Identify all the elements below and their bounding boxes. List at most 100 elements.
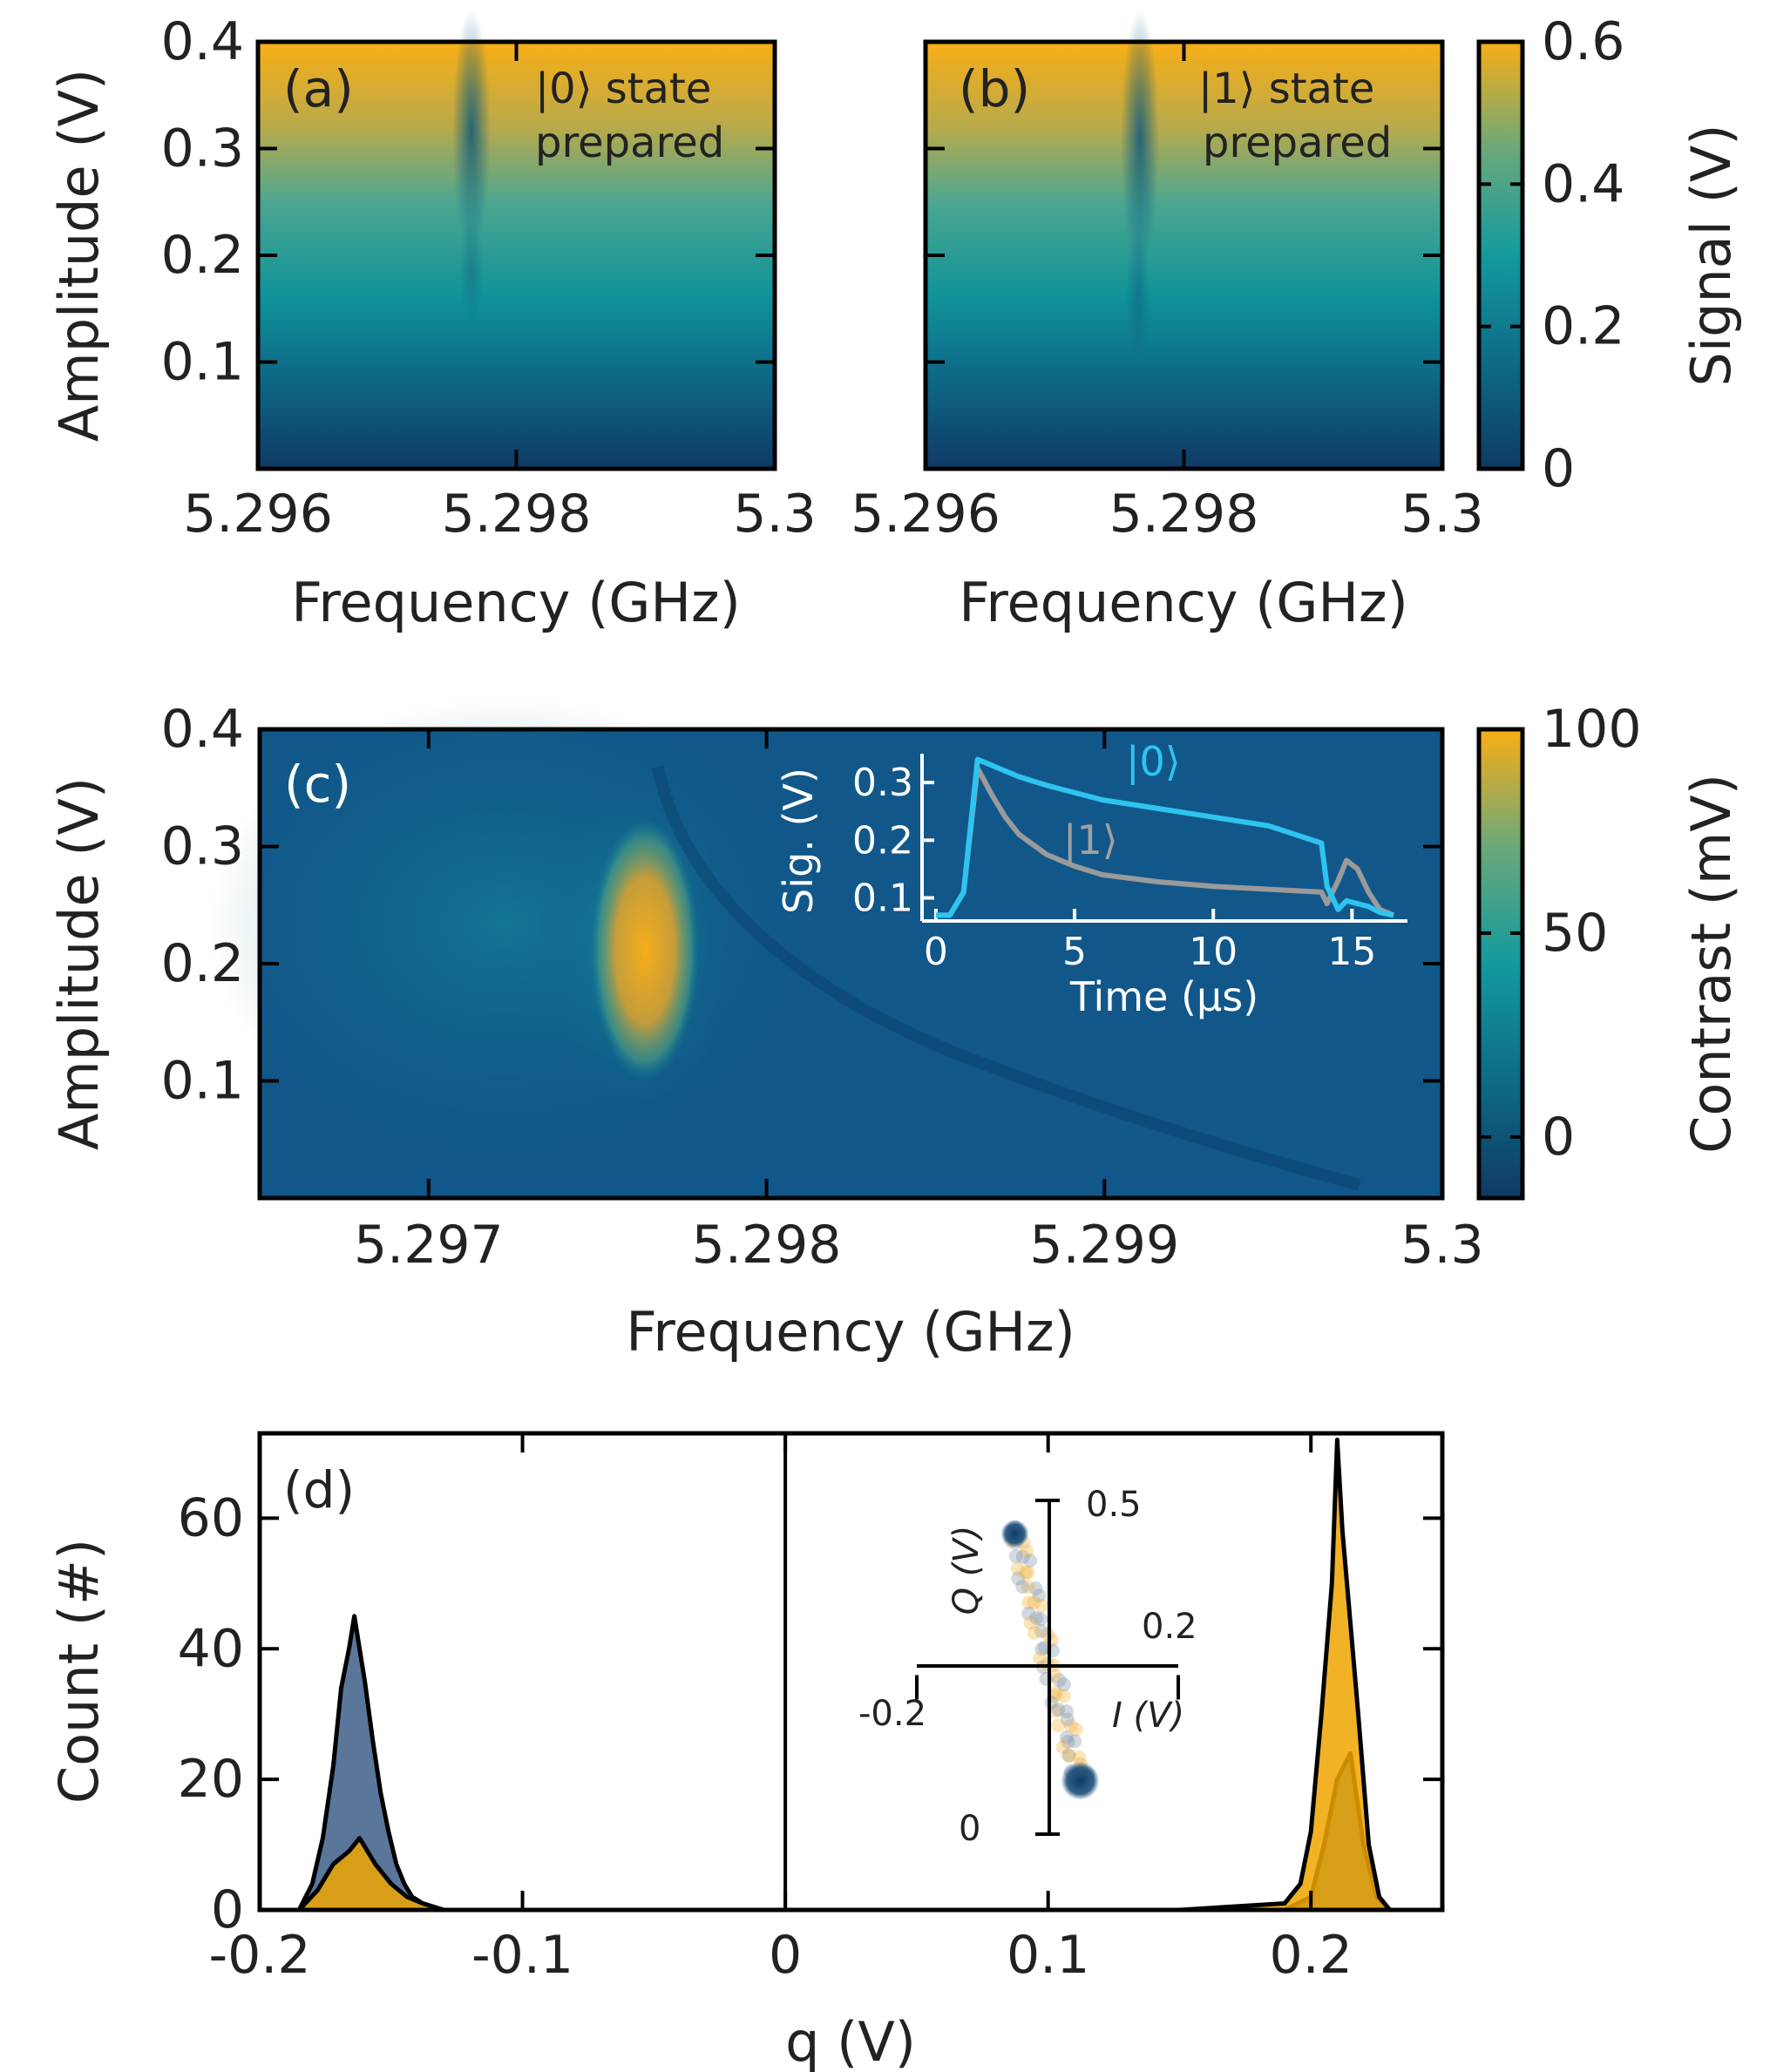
panel-d-inset-xlabel: I (V) <box>1112 1696 1184 1736</box>
panel-d-xtick-label: 0.2 <box>1270 1925 1353 1986</box>
panel-d-inset-trail-point <box>1048 1685 1063 1700</box>
panel-d-label: (d) <box>283 1460 355 1520</box>
panel-a-xtick-label: 5.3 <box>733 484 816 545</box>
panel-d-inset-trail-point <box>1010 1561 1025 1576</box>
panel-b-label: (b) <box>959 59 1030 118</box>
panel-d-inset-trail-point <box>1059 1730 1074 1744</box>
panel-d-inset-trail-point <box>1015 1549 1030 1564</box>
panel-b-annotation-line2: prepared <box>1203 118 1392 167</box>
panel-d-inset-ylabel: Q (V) <box>946 1526 987 1615</box>
panel-d-inset-ytick-max: 0.5 <box>1086 1485 1142 1525</box>
colorbar-tick-label: 0.6 <box>1542 11 1624 72</box>
panel-c-inset-ytick-label: 0.3 <box>852 761 913 805</box>
panel-d-inset-trail-point <box>1023 1554 1038 1568</box>
panel-c-inset-series-1-line <box>935 765 1395 918</box>
panel-c-inset-series1-label: |1⟩ <box>1063 816 1118 864</box>
panel-d-inset-trail-point <box>1068 1734 1082 1749</box>
panel-c-inset: 0 5 10 15 0.1 0.2 0.3 |0⟩ |1⟩ Time (μs) Sig. (… <box>775 738 1407 1020</box>
panel-d-inset-trail-point <box>1027 1595 1041 1609</box>
panel-b: 5.296 5.298 5.3 (b) |1⟩ state prepared Fre… <box>851 9 1484 634</box>
panel-d-inset-trail-point <box>1011 1571 1026 1586</box>
panel-a-annotation-line1: |0⟩ state <box>535 64 711 113</box>
panel-a-ytick-label: 0.4 <box>161 11 244 72</box>
panel-d-inset-trail-point <box>1048 1703 1063 1718</box>
panel-d-inset-cluster-1 <box>1061 1761 1100 1800</box>
panel-d-inset-trail-point <box>1055 1739 1070 1754</box>
colorbar-tick-label: 0 <box>1542 1107 1575 1168</box>
panel-b-resonance-dip-tail <box>1126 231 1150 362</box>
colorbar-signal: 0 0.2 0.4 0.6 Signal (V) <box>1476 11 1743 499</box>
panel-d-inset-xtick-min: -0.2 <box>858 1694 926 1734</box>
panel-d-inset-trail-point <box>1051 1718 1066 1733</box>
panel-b-xtick-label: 5.296 <box>851 484 1000 545</box>
panel-d-xtick-label: -0.1 <box>471 1925 573 1986</box>
panel-d-inset-trail-point <box>1021 1606 1036 1621</box>
panel-d-inset-ytick-min: 0 <box>959 1809 980 1849</box>
panel-c-ytick-label: 0.3 <box>161 816 244 877</box>
colorbar-tick-label: 50 <box>1542 903 1608 964</box>
panel-a-resonance-dip-tail <box>459 218 484 322</box>
panel-d-ylabel: Count (#) <box>47 1539 111 1804</box>
panel-d-ytick-label: 0 <box>211 1879 244 1940</box>
panel-c-inset-ytick-label: 0.2 <box>852 818 913 863</box>
colorbar-signal-frame <box>1476 39 1525 471</box>
colorbar-tick-label: 0.4 <box>1542 153 1624 214</box>
panel-a-label: (a) <box>283 59 354 118</box>
panel-c-inset-series0-label: |0⟩ <box>1126 738 1181 786</box>
panel-d-inset-trail-point <box>1040 1656 1055 1671</box>
panel-d-inset-trail-point <box>1021 1565 1035 1580</box>
panel-d-xtick-label: 0 <box>769 1925 802 1986</box>
panel-a-xlabel: Frequency (GHz) <box>291 571 741 634</box>
panel-c-ytick-label: 0.1 <box>161 1051 244 1112</box>
panel-c-xtick-label: 5.297 <box>354 1215 504 1276</box>
colorbar-signal-gradient <box>1479 42 1522 469</box>
panel-d-frame <box>257 1431 1445 1913</box>
panel-c-inset-ytick-label: 0.1 <box>852 877 913 921</box>
panel-d: 0 20 40 60 -0.2 -0.1 0 0.1 0.2 (d) q (V) Count … <box>47 1431 1445 2072</box>
colorbar-signal-label: Signal (V) <box>1679 125 1743 387</box>
panel-d-inset-trail-point <box>1061 1712 1075 1727</box>
panel-c-inset-xlabel: Time (μs) <box>1069 973 1258 1020</box>
panel-c-xtick-label: 5.299 <box>1029 1215 1179 1276</box>
panel-d-ytick-label: 60 <box>178 1487 244 1548</box>
panel-d-inset-trail-point <box>1056 1677 1071 1692</box>
panel-d-series-0-area <box>296 1614 1393 1913</box>
panel-d-inset-trail-point <box>1023 1615 1038 1630</box>
colorbar-tick-label: 0 <box>1542 438 1575 499</box>
panel-c-ytick-label: 0.2 <box>161 933 244 994</box>
panel-d-series-1-area <box>296 1438 1393 1913</box>
panel-b-xlabel: Frequency (GHz) <box>959 571 1408 634</box>
panel-d-inset-trail-point <box>1008 1549 1023 1564</box>
panel-d-ytick-label: 20 <box>178 1749 244 1810</box>
panel-d-inset-trail-point <box>1034 1612 1048 1627</box>
panel-a-ylabel: Amplitude (V) <box>47 69 111 442</box>
panel-d-inset-trail-point <box>1062 1749 1077 1763</box>
panel-d-inset-cluster-0 <box>1000 1520 1029 1548</box>
panel-d-inset-trail-point <box>1021 1580 1035 1595</box>
panel-b-resonance-dip <box>1121 9 1159 270</box>
panel-d-inset-trail-point <box>1059 1704 1074 1719</box>
panel-d-inset-trail-point <box>1061 1735 1075 1749</box>
panel-d-inset-trail-point <box>1034 1598 1049 1613</box>
panel-c-inset-xtick-label: 15 <box>1327 930 1376 974</box>
panel-a-annotation-line2: prepared <box>535 118 724 167</box>
panel-a-xtick-label: 5.296 <box>183 484 333 545</box>
colorbar-tick-label: 0.2 <box>1542 296 1624 357</box>
panel-d-inset-trail-point <box>1033 1651 1048 1665</box>
panel-d-inset-trail-point <box>1015 1580 1030 1594</box>
panel-c-xlabel: Frequency (GHz) <box>626 1300 1075 1364</box>
panel-c-inset-ylabel: Sig. (V) <box>775 768 822 914</box>
panel-d-inset-trail-point <box>1072 1750 1087 1764</box>
panel-d-inset-trail-point <box>1061 1748 1076 1763</box>
panel-a-heatmap <box>258 42 775 469</box>
panel-d-xtick-label: 0.1 <box>1007 1925 1089 1986</box>
colorbar-contrast-gradient <box>1479 729 1522 1198</box>
panel-c-dark-arc <box>652 765 1361 1191</box>
panel-d-inset-trail-point <box>1029 1611 1044 1625</box>
panel-d-inset-xtick-max: 0.2 <box>1142 1607 1197 1647</box>
colorbar-contrast-frame <box>1476 727 1525 1201</box>
panel-d-inset-trail-point <box>1056 1689 1071 1703</box>
panel-d-inset-trail-point <box>1068 1722 1083 1737</box>
panel-d-inset-trail-point <box>1034 1642 1049 1656</box>
